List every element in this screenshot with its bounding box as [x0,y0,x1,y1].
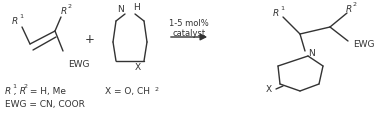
Text: N: N [117,5,124,14]
Text: catalyst: catalyst [172,29,206,38]
Text: H: H [133,3,140,11]
Text: 1-5 mol%: 1-5 mol% [169,19,209,28]
Text: +: + [85,33,95,46]
Text: EWG: EWG [68,59,90,68]
Text: N: N [308,49,315,58]
Text: 1: 1 [19,14,23,19]
Text: R: R [346,4,352,13]
Text: R: R [5,87,11,96]
Text: EWG = CN, COOR: EWG = CN, COOR [5,100,85,109]
Text: 2: 2 [353,1,357,6]
Text: 2: 2 [24,84,28,89]
Text: R: R [12,17,18,26]
Text: 2: 2 [68,4,72,9]
Text: X: X [266,85,272,94]
Text: R: R [61,7,67,16]
Text: X = O, CH: X = O, CH [105,87,150,96]
Text: R: R [273,9,279,18]
Text: 2: 2 [155,86,159,91]
Text: , R: , R [14,87,26,96]
Text: 1: 1 [280,5,284,10]
Text: 1: 1 [12,84,16,89]
Text: X: X [135,63,141,72]
Text: EWG: EWG [353,40,375,49]
Text: = H, Me: = H, Me [27,87,66,96]
